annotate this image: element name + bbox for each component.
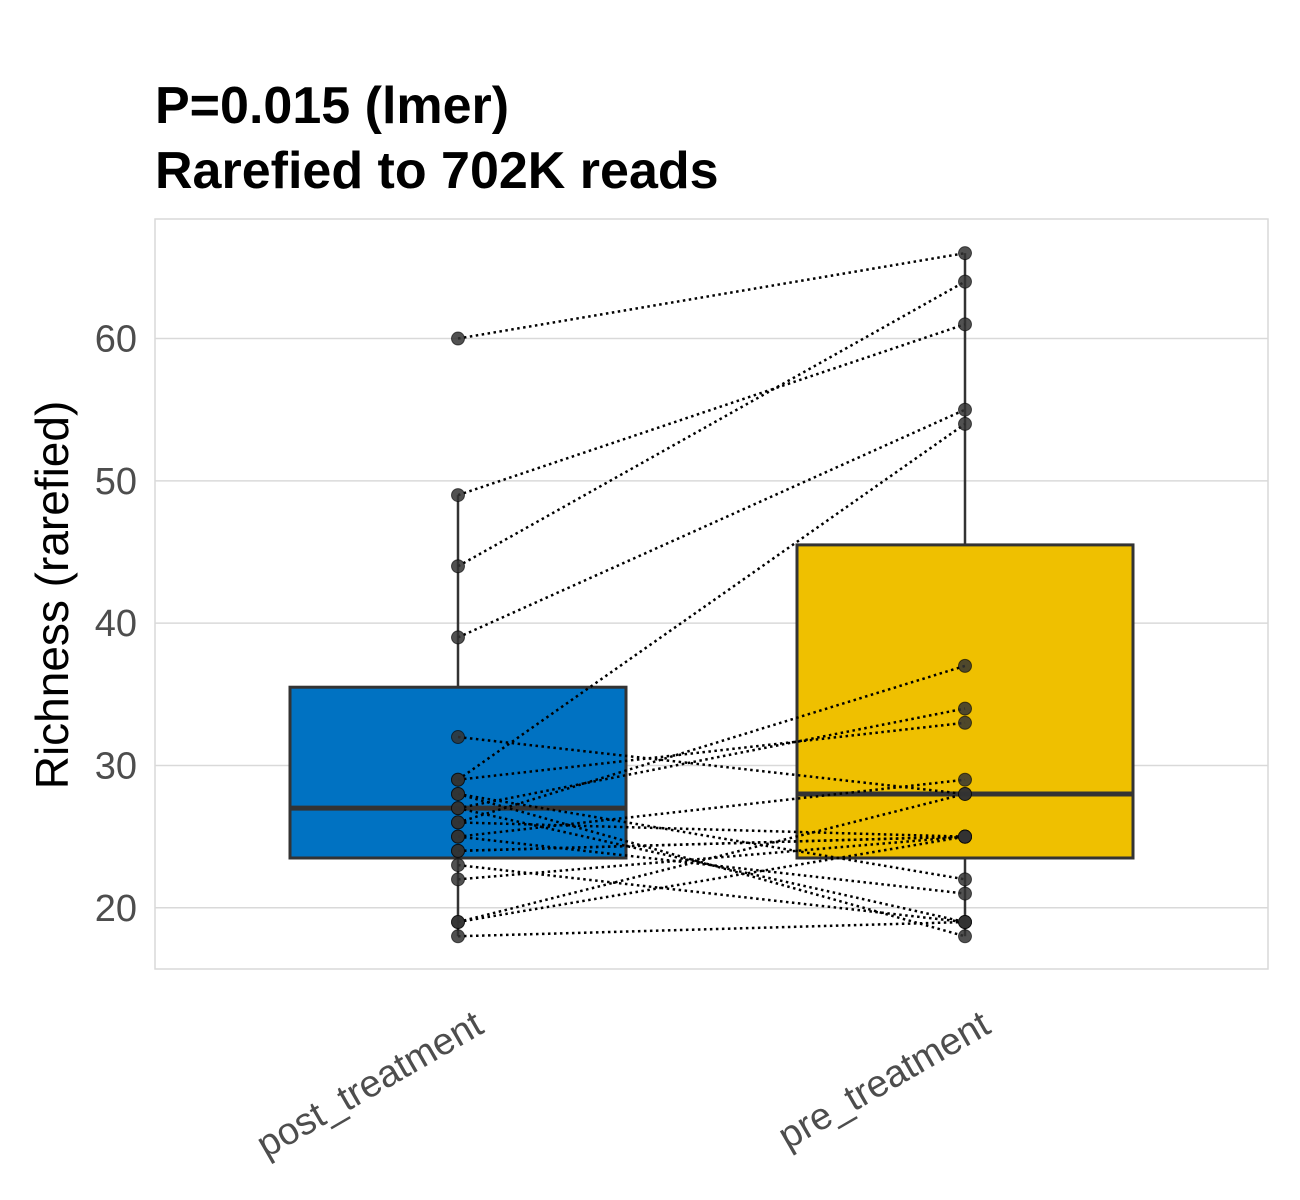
- y-tick-label: 20: [95, 888, 137, 930]
- boxes: [288, 253, 1135, 937]
- point-pre-8: [958, 929, 972, 944]
- panel-border: [154, 218, 1269, 970]
- point-post-20: [451, 915, 465, 930]
- pair-line-14: [457, 835, 966, 895]
- box-pre_treatment: [795, 543, 1135, 860]
- point-pre-3: [958, 402, 972, 417]
- pair-line-10: [457, 806, 966, 924]
- point-post-10: [451, 801, 465, 816]
- pair-line-21: [457, 920, 966, 938]
- point-pre-5: [958, 416, 972, 431]
- point-post-21: [451, 929, 465, 944]
- pair-line-1: [457, 323, 966, 497]
- y-tick-label: 60: [95, 319, 137, 361]
- box-post_treatment: [288, 685, 628, 860]
- point-pre-21: [958, 915, 972, 930]
- pair-line-11: [457, 664, 966, 824]
- point-post-0: [451, 331, 465, 346]
- point-post-16: [451, 843, 465, 858]
- point-pre-9: [958, 701, 972, 716]
- point-post-1: [451, 488, 465, 503]
- point-post-17: [451, 858, 465, 873]
- pair-line-9: [457, 707, 966, 810]
- point-post-14: [451, 829, 465, 844]
- x-tick-label: post_treatment: [250, 1003, 491, 1166]
- point-pre-11: [958, 658, 972, 673]
- point-pre-6: [958, 715, 972, 730]
- point-post-18: [451, 872, 465, 887]
- pair-line-17: [457, 863, 966, 924]
- paired-lines: [457, 251, 966, 938]
- point-pre-14: [958, 886, 972, 901]
- pair-line-4: [457, 735, 966, 796]
- pair-line-3: [457, 408, 966, 639]
- pair-line-2: [457, 280, 966, 568]
- chart-title-line-2: Rarefied to 702K reads: [155, 142, 719, 200]
- pair-line-7: [457, 792, 966, 881]
- point-pre-13: [958, 772, 972, 787]
- y-axis-ticks: 20 30 40 50 60: [95, 319, 137, 930]
- point-pre-1: [958, 317, 972, 332]
- x-tick-label: pre_treatment: [771, 1003, 997, 1158]
- y-tick-label: 50: [95, 461, 137, 503]
- point-pre-0: [958, 246, 972, 261]
- pair-line-19: [457, 835, 966, 924]
- data-points: [451, 246, 972, 944]
- pair-line-16: [457, 835, 966, 853]
- pair-line-6: [457, 721, 966, 781]
- point-post-3: [451, 630, 465, 645]
- point-post-8: [451, 786, 465, 801]
- y-axis-label: Richness (rarefied): [26, 401, 78, 790]
- point-pre-20: [958, 786, 972, 801]
- pair-line-0: [457, 251, 966, 340]
- point-post-4: [451, 730, 465, 745]
- point-pre-7: [958, 872, 972, 887]
- pair-line-13: [457, 778, 966, 838]
- point-pre-2: [958, 274, 972, 289]
- point-post-6: [451, 772, 465, 787]
- point-post-2: [451, 559, 465, 574]
- point-pre-19: [958, 829, 972, 844]
- pair-line-18: [457, 835, 966, 881]
- chart-title-line-1: P=0.015 (lmer): [155, 77, 510, 135]
- y-tick-label: 40: [95, 603, 137, 645]
- x-axis-ticks: post_treatment pre_treatment: [250, 1003, 998, 1166]
- pair-line-8: [457, 792, 966, 938]
- pair-line-12: [457, 821, 966, 838]
- y-tick-label: 30: [95, 745, 137, 787]
- pair-line-5: [457, 422, 966, 781]
- point-post-12: [451, 815, 465, 830]
